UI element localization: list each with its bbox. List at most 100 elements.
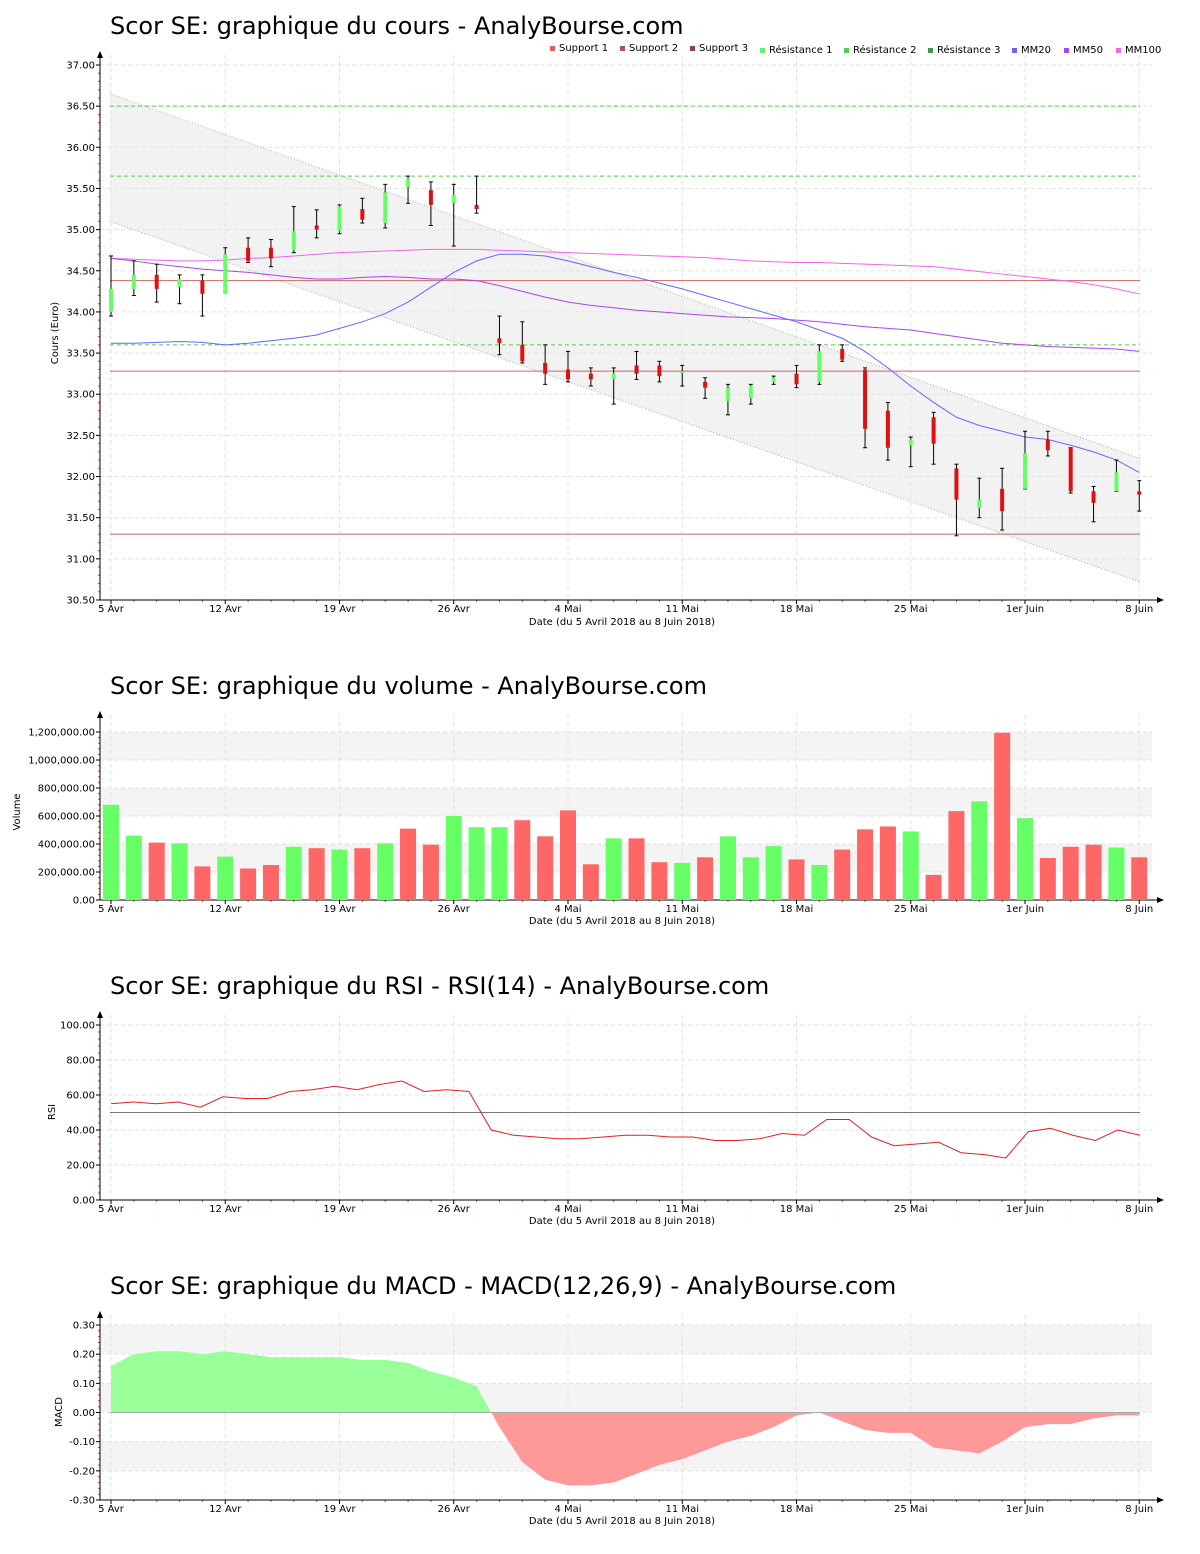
legend-swatch — [928, 48, 933, 53]
candle-body — [977, 499, 982, 508]
candle — [131, 260, 136, 296]
rsi-chart-title: Scor SE: graphique du RSI - RSI(14) - An… — [110, 972, 769, 1000]
y-tick-label: 0.30 — [73, 1321, 95, 1332]
candle-body — [954, 468, 959, 500]
candle-body — [657, 365, 662, 377]
candle-body — [543, 362, 548, 374]
y-tick-label: 20.00 — [66, 1161, 95, 1172]
y-tick-label: 33.50 — [66, 349, 95, 360]
volume-bar — [811, 865, 828, 900]
grid-band — [101, 732, 1152, 760]
price-chart: Scor SE: graphique du cours - AnalyBours… — [50, 12, 1164, 628]
legend-swatch — [690, 46, 695, 51]
candle — [383, 183, 388, 229]
volume-bar — [765, 846, 782, 900]
x-tick-label: 26 Avr — [438, 1204, 471, 1215]
y-tick-label: 36.00 — [66, 143, 95, 154]
candle — [291, 206, 296, 254]
x-tick-label: 19 Avr — [323, 604, 356, 615]
candle — [497, 315, 502, 356]
legend-item: Support 2 — [629, 43, 678, 54]
candle-body — [794, 373, 799, 385]
candle — [725, 383, 730, 416]
volume-bar — [125, 835, 142, 900]
x-tick-label: 18 Mai — [780, 1204, 813, 1215]
rsi-chart: Scor SE: graphique du RSI - RSI(14) - An… — [47, 972, 1164, 1227]
candle — [223, 247, 228, 294]
price-y-label: Cours (Euro) — [50, 302, 61, 365]
volume-bar — [514, 820, 531, 900]
x-tick-label: 18 Mai — [780, 904, 813, 915]
volume-bar — [445, 816, 462, 900]
candle — [474, 175, 479, 214]
candle — [268, 238, 273, 268]
candle-body — [885, 410, 890, 448]
x-axis-arrow — [1157, 1197, 1164, 1203]
candle — [543, 344, 548, 385]
candle — [657, 360, 662, 383]
y-tick-label: 400,000.00 — [38, 840, 95, 851]
x-tick-label: 8 Juin — [1125, 1504, 1153, 1515]
volume-bar — [400, 828, 417, 900]
candle — [1045, 430, 1050, 457]
legend-item: Résistance 3 — [937, 44, 1000, 56]
volume-chart: Scor SE: graphique du volume - AnalyBour… — [12, 672, 1164, 927]
candle — [611, 367, 616, 405]
y-axis-arrow — [97, 1311, 103, 1318]
y-axis-arrow — [97, 51, 103, 58]
y-tick-label: 800,000.00 — [38, 784, 95, 795]
candle — [840, 344, 845, 362]
x-tick-label: 12 Avr — [209, 1204, 242, 1215]
candle — [748, 383, 753, 405]
volume-bar — [651, 862, 668, 900]
macd-negative-area — [491, 1412, 820, 1486]
volume-bar — [468, 827, 485, 900]
x-tick-label: 5 Avr — [98, 904, 125, 915]
legend-swatch — [760, 48, 765, 53]
volume-y-label: Volume — [12, 793, 23, 830]
x-tick-label: 8 Juin — [1125, 904, 1153, 915]
candle — [177, 274, 182, 305]
volume-bar — [719, 836, 736, 900]
volume-bar — [491, 827, 508, 900]
x-tick-label: 25 Mai — [894, 604, 927, 615]
candle-body — [1114, 472, 1119, 492]
mm50-line — [110, 257, 1140, 352]
x-tick-label: 5 Avr — [98, 1504, 125, 1515]
legend-swatch — [1064, 48, 1069, 53]
y-tick-label: 60.00 — [66, 1091, 95, 1102]
candle — [406, 175, 411, 204]
y-tick-label: 100.00 — [60, 1021, 95, 1032]
candle-body — [520, 344, 525, 362]
candle — [885, 401, 890, 461]
candle — [863, 367, 868, 449]
candle — [154, 263, 159, 303]
x-tick-label: 19 Avr — [323, 1504, 356, 1515]
legend-swatch — [620, 46, 625, 51]
y-tick-label: 37.00 — [66, 61, 95, 72]
volume-bar — [308, 848, 325, 900]
mm100-line — [110, 248, 1140, 295]
volume-bar — [994, 732, 1011, 900]
candle-body — [771, 377, 776, 382]
volume-bar — [148, 842, 165, 900]
x-tick-label: 12 Avr — [209, 904, 242, 915]
x-tick-label: 11 Mai — [666, 604, 699, 615]
x-tick-label: 18 Mai — [780, 604, 813, 615]
y-tick-label: 600,000.00 — [38, 812, 95, 823]
x-axis-arrow — [1157, 897, 1164, 903]
x-tick-label: 5 Avr — [98, 604, 125, 615]
volume-bar — [857, 829, 874, 900]
candle-body — [428, 190, 433, 205]
x-tick-label: 26 Avr — [438, 604, 471, 615]
candle — [1068, 447, 1073, 494]
candle — [977, 477, 982, 519]
candle — [246, 237, 251, 264]
candle-body — [1023, 453, 1027, 489]
x-tick-label: 25 Mai — [894, 1204, 927, 1215]
y-tick-label: 0.20 — [73, 1350, 95, 1361]
candle-body — [566, 369, 570, 380]
x-tick-label: 11 Mai — [666, 904, 699, 915]
volume-bar — [902, 831, 919, 900]
